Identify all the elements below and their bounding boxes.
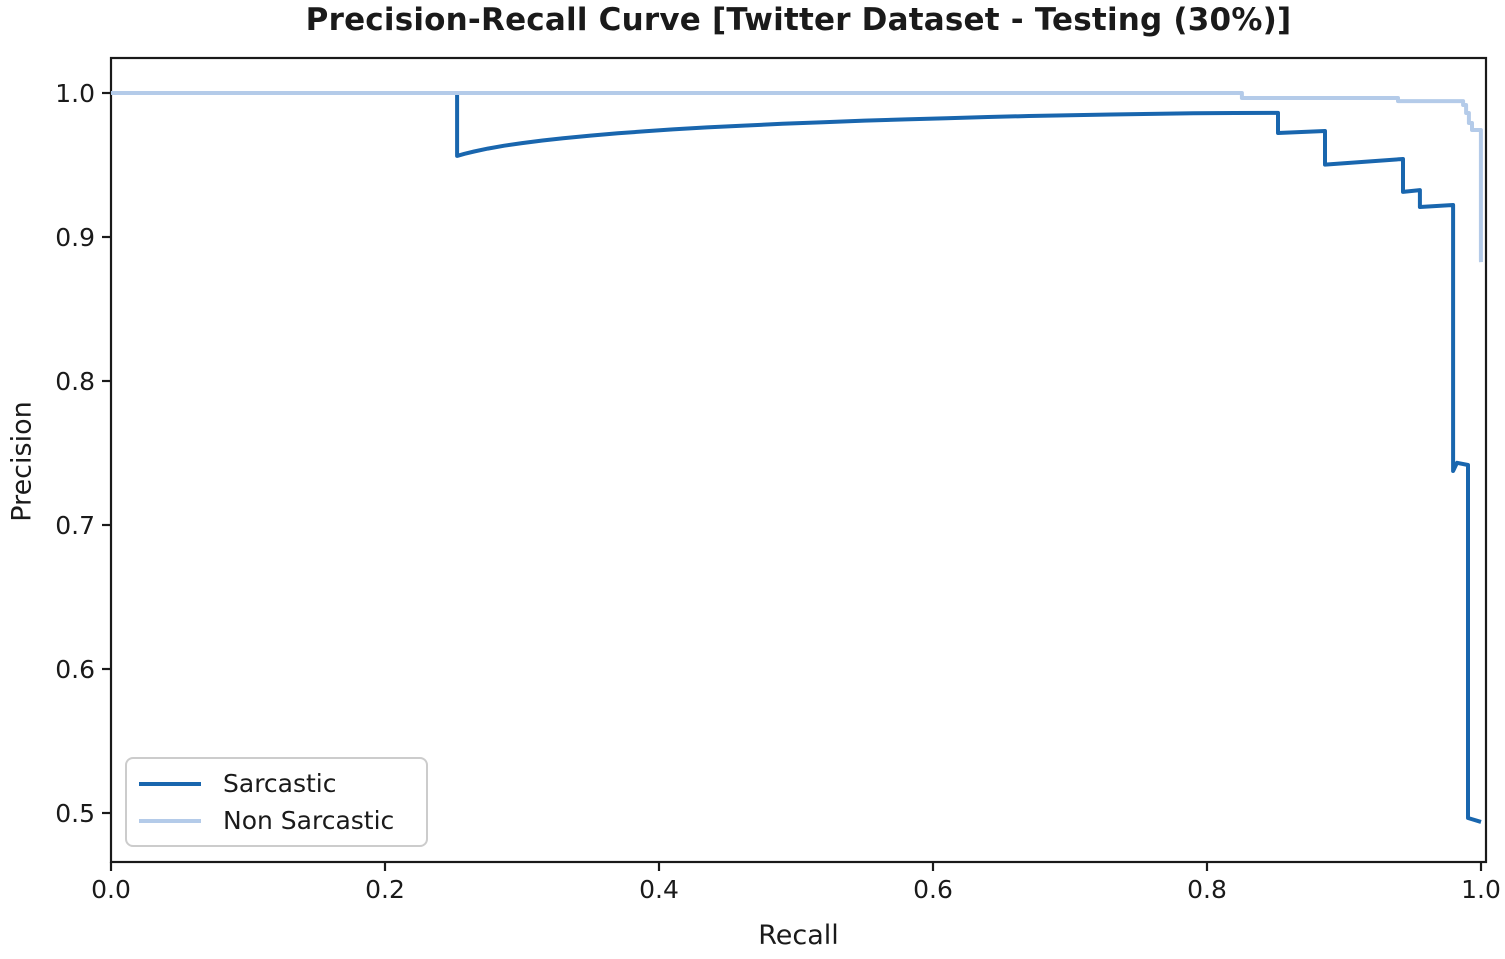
- y-tick-label: 0.8: [55, 367, 95, 396]
- y-tick-label: 0.9: [55, 223, 95, 252]
- x-tick-label: 0.4: [639, 875, 679, 904]
- sarcastic-line-swatch: [139, 781, 201, 786]
- x-tick-label: 0.6: [913, 875, 953, 904]
- y-tick-label: 0.5: [55, 799, 95, 828]
- plot-border: [109, 56, 1488, 864]
- legend-item-non-sarcastic: Non Sarcastic: [139, 806, 412, 835]
- x-tick-label: 0.0: [91, 875, 131, 904]
- series-line-sarcastic: [111, 91, 1482, 824]
- x-tick-label: 0.2: [365, 875, 405, 904]
- x-tick-label: 0.8: [1187, 875, 1227, 904]
- x-axis-label: Recall: [758, 920, 839, 951]
- y-tick-label: 1.0: [55, 79, 95, 108]
- series-line-non-sarcastic: [111, 91, 1483, 263]
- legend-item-sarcastic: Sarcastic: [139, 769, 412, 798]
- non-sarcastic-line-swatch: [139, 818, 201, 823]
- legend-label-sarcastic: Sarcastic: [223, 769, 337, 798]
- legend-label-non-sarcastic: Non Sarcastic: [223, 806, 395, 835]
- legend: Sarcastic Non Sarcastic: [125, 757, 428, 847]
- chart-title: Precision-Recall Curve [Twitter Dataset …: [305, 2, 1292, 38]
- x-tick-label: 1.0: [1461, 875, 1501, 904]
- y-tick-label: 0.7: [55, 511, 95, 540]
- y-tick-label: 0.6: [55, 655, 95, 684]
